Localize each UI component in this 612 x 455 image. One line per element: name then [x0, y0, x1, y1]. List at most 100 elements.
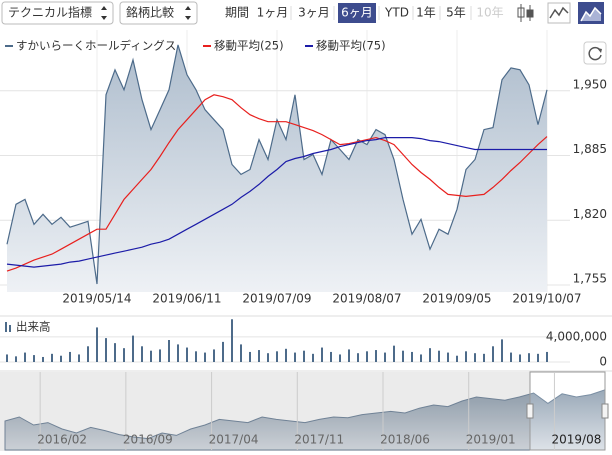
navigator-label: 2018/06 — [380, 433, 430, 447]
volume-bar — [33, 355, 35, 362]
y-tick-label: 1,950 — [573, 77, 607, 91]
volume-bar — [249, 351, 251, 362]
volume-bar — [321, 347, 323, 362]
volume-bar — [24, 352, 26, 362]
refresh-button[interactable] — [583, 41, 607, 65]
period-button[interactable]: 6ヶ月 — [341, 6, 373, 20]
line-icon[interactable] — [547, 2, 571, 24]
x-tick-label: 2019/06/11 — [152, 292, 221, 306]
series-line — [6, 94, 548, 272]
volume-bar — [114, 343, 116, 362]
volume-bar — [420, 354, 422, 362]
legend-label: 移動平均(75) — [316, 39, 386, 53]
panel-title: 出来高 — [16, 320, 51, 334]
volume-bar — [393, 345, 395, 362]
volume-bar — [357, 353, 359, 362]
series-line — [6, 44, 548, 285]
volume-bar — [123, 348, 125, 362]
y-tick-label: 1,755 — [573, 272, 607, 286]
period-button-selected[interactable] — [338, 3, 376, 23]
volume-bar — [42, 356, 44, 362]
period-button[interactable]: 1ヶ月 — [257, 6, 289, 20]
volume-bar — [69, 351, 71, 362]
volume-bar — [339, 354, 341, 362]
volume-bar — [312, 353, 314, 362]
area-icon[interactable] — [578, 2, 604, 24]
volume-bar — [483, 353, 485, 362]
volume-bar — [465, 351, 467, 362]
navigator-label: 2016/02 — [37, 433, 87, 447]
period-button: 10年 — [476, 6, 503, 20]
volume-bar — [492, 346, 494, 362]
navigator-handle[interactable] — [526, 403, 534, 419]
volume-bar — [447, 352, 449, 362]
navigator-label: 2019/08 — [551, 433, 601, 447]
volume-bar — [186, 347, 188, 362]
technical-label: テクニカル指標 — [8, 5, 92, 20]
volume-bar — [222, 341, 224, 362]
technical-select[interactable] — [1, 1, 114, 25]
x-tick-label: 2019/08/07 — [332, 292, 401, 306]
volume-bar — [159, 349, 161, 362]
legend-label: 移動平均(25) — [214, 39, 284, 53]
y-tick-label: 4,000,000 — [546, 329, 607, 343]
volume-bar — [231, 319, 233, 362]
navigator-label: 2017/04 — [209, 433, 259, 447]
navigator-area — [4, 389, 606, 451]
navigator-label: 2019/01 — [466, 433, 516, 447]
volume-bar — [258, 350, 260, 362]
volume-bar — [384, 352, 386, 362]
volume-bar — [6, 354, 8, 362]
volume-bar — [15, 356, 17, 362]
x-tick-label: 2019/05/14 — [62, 292, 131, 306]
volume-bar — [96, 327, 98, 362]
volume-icon — [9, 325, 11, 332]
period-button[interactable]: YTD — [384, 6, 409, 20]
volume-bar — [429, 348, 431, 362]
volume-bar — [267, 353, 269, 362]
price-area — [7, 44, 547, 293]
volume-bar — [303, 350, 305, 362]
volume-bar — [141, 346, 143, 362]
volume-bar — [78, 354, 80, 362]
volume-bar — [510, 352, 512, 362]
period-button[interactable]: 5年 — [446, 6, 466, 20]
candle-icon[interactable] — [517, 4, 534, 22]
volume-bar — [402, 350, 404, 362]
volume-bar — [150, 350, 152, 362]
volume-bar — [132, 335, 134, 362]
navigator-handle[interactable] — [601, 403, 609, 419]
volume-bar — [330, 351, 332, 362]
volume-bar — [105, 338, 107, 362]
period-button[interactable]: 3ヶ月 — [298, 6, 330, 20]
series-line — [6, 137, 547, 268]
x-tick-label: 2019/07/09 — [242, 292, 311, 306]
select-arrow — [185, 6, 191, 20]
y-tick-label: 1,820 — [573, 207, 607, 221]
volume-bar — [276, 351, 278, 362]
x-tick-label: 2019/10/07 — [512, 292, 581, 306]
compare-label: 銘柄比較 — [126, 5, 174, 20]
volume-bar — [285, 348, 287, 362]
volume-bar — [537, 353, 539, 362]
volume-bar — [195, 351, 197, 362]
period-label: 期間 — [225, 6, 249, 20]
volume-bar — [375, 350, 377, 362]
volume-bar — [456, 355, 458, 362]
period-button[interactable]: 1年 — [416, 6, 436, 20]
volume-bar — [240, 344, 242, 362]
compare-select[interactable] — [119, 1, 198, 25]
navigator-label: 2017/11 — [294, 433, 344, 447]
volume-bar — [546, 351, 548, 362]
volume-bar — [528, 353, 530, 362]
volume-bar — [501, 339, 503, 362]
volume-bar — [366, 351, 368, 362]
navigator-mask — [0, 372, 530, 451]
select-arrow — [101, 6, 107, 20]
volume-bar — [87, 346, 89, 362]
volume-bar — [438, 350, 440, 362]
volume-bar — [474, 353, 476, 362]
navigator-label: 2016/09 — [123, 433, 173, 447]
